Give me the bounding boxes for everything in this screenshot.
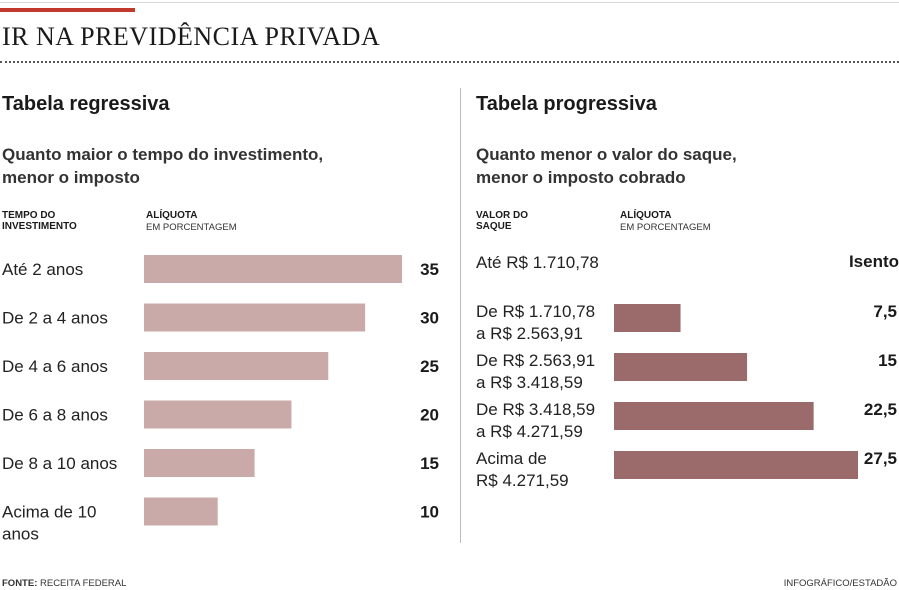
progressive-category-label: a R$ 4.271,59: [476, 422, 583, 441]
regressive-value-label: 20: [420, 406, 439, 425]
progressive-category-label: a R$ 2.563,91: [476, 324, 583, 343]
regressive-bar: [144, 304, 365, 332]
regressive-category-label: De 6 a 8 anos: [2, 406, 108, 425]
regressive-category-label: Até 2 anos: [2, 260, 83, 279]
progressive-category-label: De R$ 1.710,78: [476, 302, 595, 321]
regressive-bar: [144, 498, 218, 526]
progressive-value-label: 22,5: [864, 400, 897, 419]
regressive-value-label: 10: [420, 503, 439, 522]
regressive-category-label: De 4 a 6 anos: [2, 357, 108, 376]
regressive-bar: [144, 255, 402, 283]
regressive-category-label: De 8 a 10 anos: [2, 454, 117, 473]
progressive-category-label: R$ 4.271,59: [476, 471, 569, 490]
progressive-category-label: a R$ 3.418,59: [476, 373, 583, 392]
regressive-bar: [144, 352, 328, 380]
progressive-category-label: Acima de: [476, 449, 547, 468]
progressive-value-label: 27,5: [864, 449, 897, 468]
regressive-value-label: 15: [420, 454, 439, 473]
progressive-bar: [614, 304, 681, 332]
bar-charts: Até 2 anos 35 De 2 a 4 anos 30 De 4 a 6 anos…: [0, 0, 899, 590]
regressive-category-label: anos: [2, 525, 39, 544]
regressive-value-label: 35: [420, 260, 439, 279]
progressive-bar: [614, 353, 747, 381]
regressive-bar: [144, 401, 291, 429]
source-note: FONTE: RECEITA FEDERAL: [2, 578, 126, 589]
source-label: FONTE:: [2, 578, 37, 589]
progressive-bar: [614, 402, 814, 430]
progressive-value-label: 15: [878, 351, 897, 370]
progressive-value-label: 7,5: [873, 302, 897, 321]
regressive-value-label: 25: [420, 357, 439, 376]
progressive-category-label: De R$ 2.563,91: [476, 351, 595, 370]
source-text: RECEITA FEDERAL: [40, 578, 126, 589]
regressive-category-label: De 2 a 4 anos: [2, 309, 108, 328]
progressive-bar: [614, 451, 858, 479]
regressive-value-label: 30: [420, 309, 439, 328]
credit-note: INFOGRÁFICO/ESTADÃO: [784, 578, 897, 589]
regressive-category-label: Acima de 10: [2, 503, 97, 522]
regressive-bar: [144, 449, 255, 477]
progressive-category-label: De R$ 3.418,59: [476, 400, 595, 419]
